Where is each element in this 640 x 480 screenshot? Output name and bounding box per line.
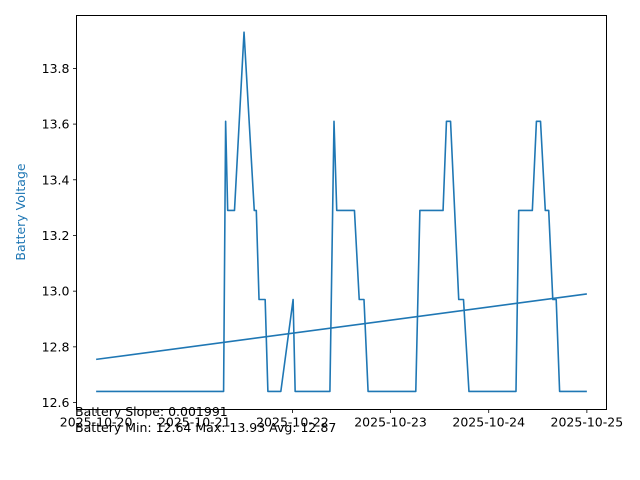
voltage-line bbox=[96, 31, 587, 393]
x-tick-label: 2025-10-21 bbox=[158, 415, 231, 430]
x-tick-label: 2025-10-23 bbox=[354, 415, 427, 430]
y-axis-ticks: 12.6 12.8 13.0 13.2 13.4 13.6 13.8 bbox=[42, 61, 77, 410]
y-tick-label: 12.8 bbox=[42, 339, 70, 354]
y-tick-label: 13.8 bbox=[42, 61, 70, 76]
y-tick-label: 13.4 bbox=[42, 172, 70, 187]
trend-line bbox=[96, 293, 587, 361]
y-tick-label: 13.2 bbox=[42, 228, 70, 243]
battery-slope-text: Battery Slope: 0.001991 bbox=[75, 404, 228, 419]
y-tick-label: 13.6 bbox=[42, 117, 70, 132]
plot-frame bbox=[76, 15, 607, 410]
series-layer bbox=[96, 31, 587, 393]
x-axis-ticks: 2025-10-20 2025-10-21 2025-10-22 2025-10-23… bbox=[60, 409, 624, 430]
y-axis-label: Battery Voltage bbox=[13, 163, 28, 260]
y-tick-label: 13.0 bbox=[42, 284, 70, 299]
x-tick-label: 2025-10-24 bbox=[452, 415, 525, 430]
battery-minmax-text: Battery Min: 12.64 Max: 13.93 Avg: 12.87 bbox=[75, 420, 337, 435]
x-tick-label: 2025-10-20 bbox=[60, 415, 133, 430]
y-tick-label: 12.6 bbox=[42, 395, 70, 410]
x-tick-label: 2025-10-22 bbox=[256, 415, 329, 430]
x-tick-label: 2025-10-25 bbox=[551, 415, 624, 430]
